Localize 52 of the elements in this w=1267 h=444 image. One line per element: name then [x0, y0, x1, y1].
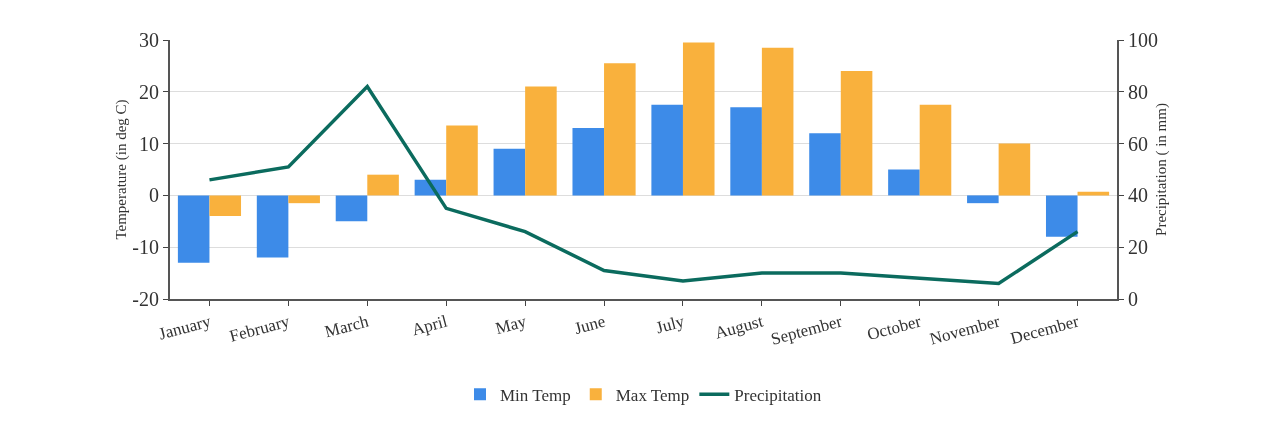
y2-tick-label: 60 — [1128, 132, 1148, 155]
bar — [919, 104, 952, 196]
x-tick-label: April — [409, 311, 450, 340]
bar — [256, 195, 289, 258]
y2-axis-title: Precipitation ( in mm) — [1152, 103, 1170, 236]
y-tick-label: -10 — [132, 236, 159, 259]
x-tick-label: July — [653, 311, 687, 338]
bar — [493, 148, 526, 196]
bar — [335, 195, 368, 222]
x-tick-label: November — [927, 311, 1003, 349]
bar — [572, 128, 605, 196]
bar — [888, 169, 920, 196]
bar — [1045, 195, 1078, 237]
y-tick-label: -20 — [132, 288, 159, 310]
bar — [367, 174, 399, 196]
bar — [998, 143, 1031, 196]
x-tick-label: October — [865, 311, 924, 345]
bar — [809, 133, 841, 196]
bar — [967, 195, 999, 204]
y2-tick-label: 80 — [1128, 80, 1148, 103]
x-tick-label: May — [493, 311, 529, 339]
legend-label: Precipitation — [734, 385, 822, 405]
y-axis-title: Temperature (in deg C) — [113, 99, 131, 240]
bar — [651, 104, 683, 196]
bar — [840, 71, 873, 196]
y-tick-label: 0 — [149, 184, 159, 207]
bar — [604, 63, 636, 196]
legend-label: Max Temp — [615, 385, 690, 405]
bar — [209, 195, 242, 217]
bar — [446, 125, 478, 196]
bar — [682, 42, 715, 196]
x-tick-label: September — [768, 311, 845, 349]
bar — [525, 86, 557, 196]
y2-tick-label: 0 — [1128, 288, 1138, 310]
y-tick-label: 10 — [139, 132, 159, 155]
x-tick-label: March — [322, 311, 371, 342]
x-tick-label: December — [1008, 311, 1082, 349]
x-tick-label: January — [156, 311, 214, 344]
x-tick-label: June — [572, 311, 608, 339]
bar — [288, 195, 320, 204]
y2-tick-label: 40 — [1128, 184, 1148, 207]
bar — [177, 195, 210, 263]
legend-label: Min Temp — [500, 385, 571, 405]
bar — [730, 107, 762, 196]
y2-tick-label: 20 — [1128, 236, 1148, 259]
x-tick-label: August — [712, 311, 766, 343]
y-tick-label: 30 — [139, 29, 159, 51]
bar — [761, 47, 794, 196]
x-tick-label: February — [227, 311, 293, 346]
y-tick-label: 20 — [139, 80, 159, 103]
y2-tick-label: 100 — [1128, 29, 1158, 51]
line-series — [207, 84, 1080, 286]
